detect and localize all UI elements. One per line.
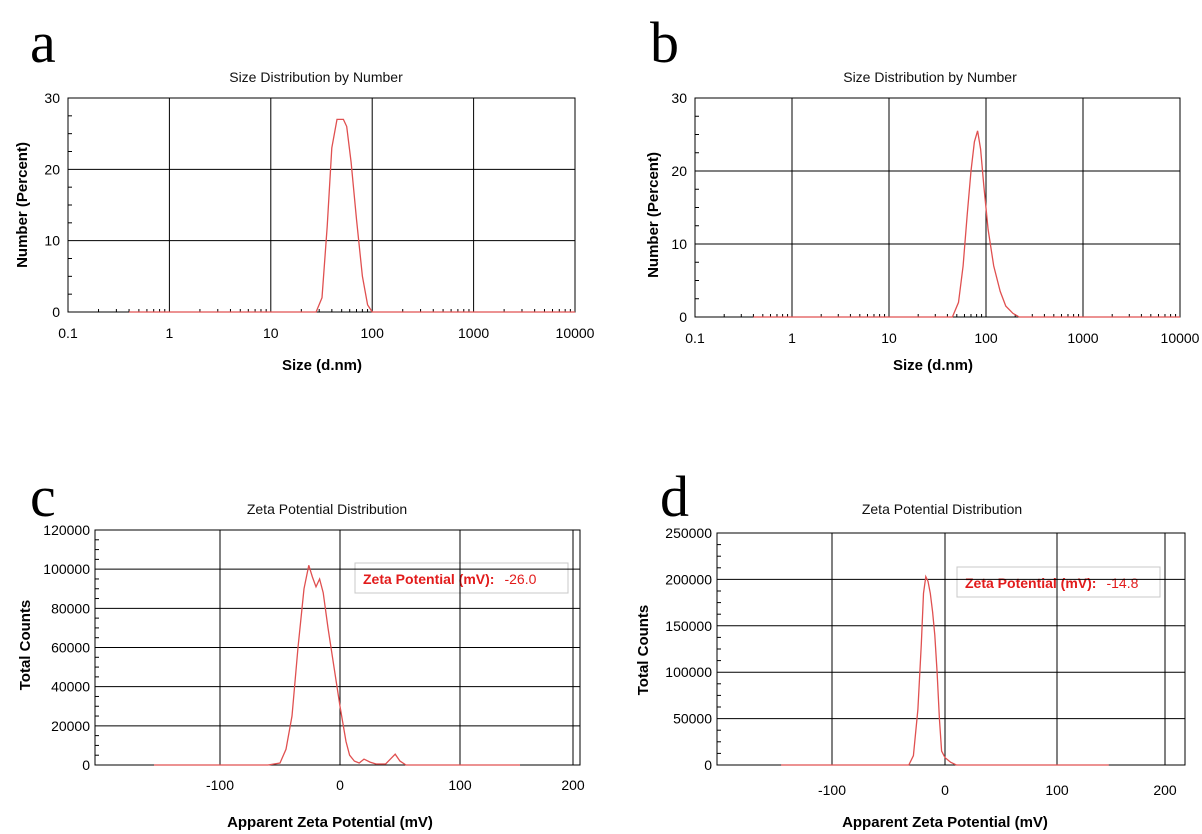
zeta-annotation-label-c: Zeta Potential (mV): xyxy=(363,571,494,587)
x-axis-label-c: Apparent Zeta Potential (mV) xyxy=(227,814,433,831)
x-tick-label: -100 xyxy=(206,777,234,793)
y-tick-label: 250000 xyxy=(665,525,712,541)
y-tick-label: 20 xyxy=(44,161,60,177)
y-tick-label: 20 xyxy=(671,163,687,179)
y-axis-label-b: Number (Percent) xyxy=(645,152,662,278)
x-tick-label: 10 xyxy=(881,330,897,346)
y-tick-label: 100000 xyxy=(43,561,90,577)
series-line-c xyxy=(154,565,520,766)
chart-title-a: Size Distribution by Number xyxy=(229,69,403,85)
x-tick-label: 0 xyxy=(336,777,344,793)
chart-c: 0 20000 40000 60000 80000 100000 120000 -100 0 10… xyxy=(43,522,585,793)
series-line-b xyxy=(753,130,1180,318)
chart-title-d: Zeta Potential Distribution xyxy=(862,501,1022,517)
x-tick-label: -100 xyxy=(818,782,846,798)
y-tick-label: 150000 xyxy=(665,618,712,634)
y-tick-label: 0 xyxy=(52,304,60,320)
x-axis-label-b: Size (d.nm) xyxy=(893,357,973,374)
panel-letter-d: d xyxy=(660,464,689,529)
zeta-annotation-d: Zeta Potential (mV): -14.8 xyxy=(965,575,1139,592)
y-tick-label: 40000 xyxy=(51,679,90,695)
y-tick-label: 80000 xyxy=(51,600,90,616)
chart-b: 0 10 20 30 0.1 1 10 100 1000 10000 xyxy=(671,90,1199,346)
x-tick-label: 1 xyxy=(166,325,174,341)
zeta-annotation-value-c: -26.0 xyxy=(504,571,536,587)
x-tick-label: 200 xyxy=(561,777,585,793)
x-tick-label: 100 xyxy=(448,777,472,793)
y-tick-label: 0 xyxy=(82,757,90,773)
y-tick-label: 200000 xyxy=(665,571,712,587)
x-axis-label-a: Size (d.nm) xyxy=(282,357,362,374)
x-axis-label-d: Apparent Zeta Potential (mV) xyxy=(842,814,1048,831)
y-tick-label: 20000 xyxy=(51,718,90,734)
series-line-a xyxy=(129,118,575,313)
zeta-annotation-box-c xyxy=(354,562,569,594)
x-tick-label: 10000 xyxy=(1161,330,1200,346)
series-line-d xyxy=(781,574,1109,766)
y-axis-label-a: Number (Percent) xyxy=(14,142,31,268)
y-axis-label-c: Total Counts xyxy=(17,600,34,691)
x-tick-label: 1000 xyxy=(458,325,489,341)
zeta-annotation-label-d: Zeta Potential (mV): xyxy=(965,575,1096,591)
y-tick-label: 120000 xyxy=(43,522,90,538)
panel-letter-a: a xyxy=(30,10,56,75)
x-tick-label: 0.1 xyxy=(58,325,78,341)
plot-frame-b xyxy=(694,97,1181,318)
y-tick-label: 60000 xyxy=(51,640,90,656)
panel-letter-c: c xyxy=(30,464,56,529)
y-tick-label: 10 xyxy=(44,233,60,249)
x-tick-label: 10000 xyxy=(556,325,595,341)
y-tick-label: 100000 xyxy=(665,664,712,680)
zeta-annotation-c: Zeta Potential (mV): -26.0 xyxy=(363,571,537,588)
zeta-annotation-value-d: -14.8 xyxy=(1106,575,1138,591)
x-tick-label: 1 xyxy=(788,330,796,346)
y-axis-label-d: Total Counts xyxy=(635,605,652,696)
y-tick-label: 30 xyxy=(671,90,687,106)
x-tick-label: 100 xyxy=(1045,782,1069,798)
y-tick-label: 10 xyxy=(671,236,687,252)
y-tick-label: 30 xyxy=(44,90,60,106)
panel-letter-b: b xyxy=(650,10,679,75)
zeta-annotation-box-d xyxy=(956,566,1161,598)
y-tick-label: 0 xyxy=(704,757,712,773)
x-tick-label: 0 xyxy=(941,782,949,798)
x-tick-label: 10 xyxy=(263,325,279,341)
y-tick-label: 50000 xyxy=(673,711,712,727)
x-tick-label: 200 xyxy=(1153,782,1177,798)
chart-title-c: Zeta Potential Distribution xyxy=(247,501,407,517)
x-tick-label: 1000 xyxy=(1067,330,1098,346)
chart-a: 0 10 20 30 0.1 1 10 100 1000 10000 xyxy=(44,90,594,341)
chart-title-b: Size Distribution by Number xyxy=(843,69,1017,85)
x-tick-label: 100 xyxy=(974,330,998,346)
plot-frame-a xyxy=(67,97,576,313)
x-tick-label: 100 xyxy=(361,325,385,341)
x-tick-label: 0.1 xyxy=(685,330,705,346)
y-tick-label: 0 xyxy=(679,309,687,325)
chart-d: 0 50000 100000 150000 200000 250000 -100 0 100 20… xyxy=(665,525,1186,798)
